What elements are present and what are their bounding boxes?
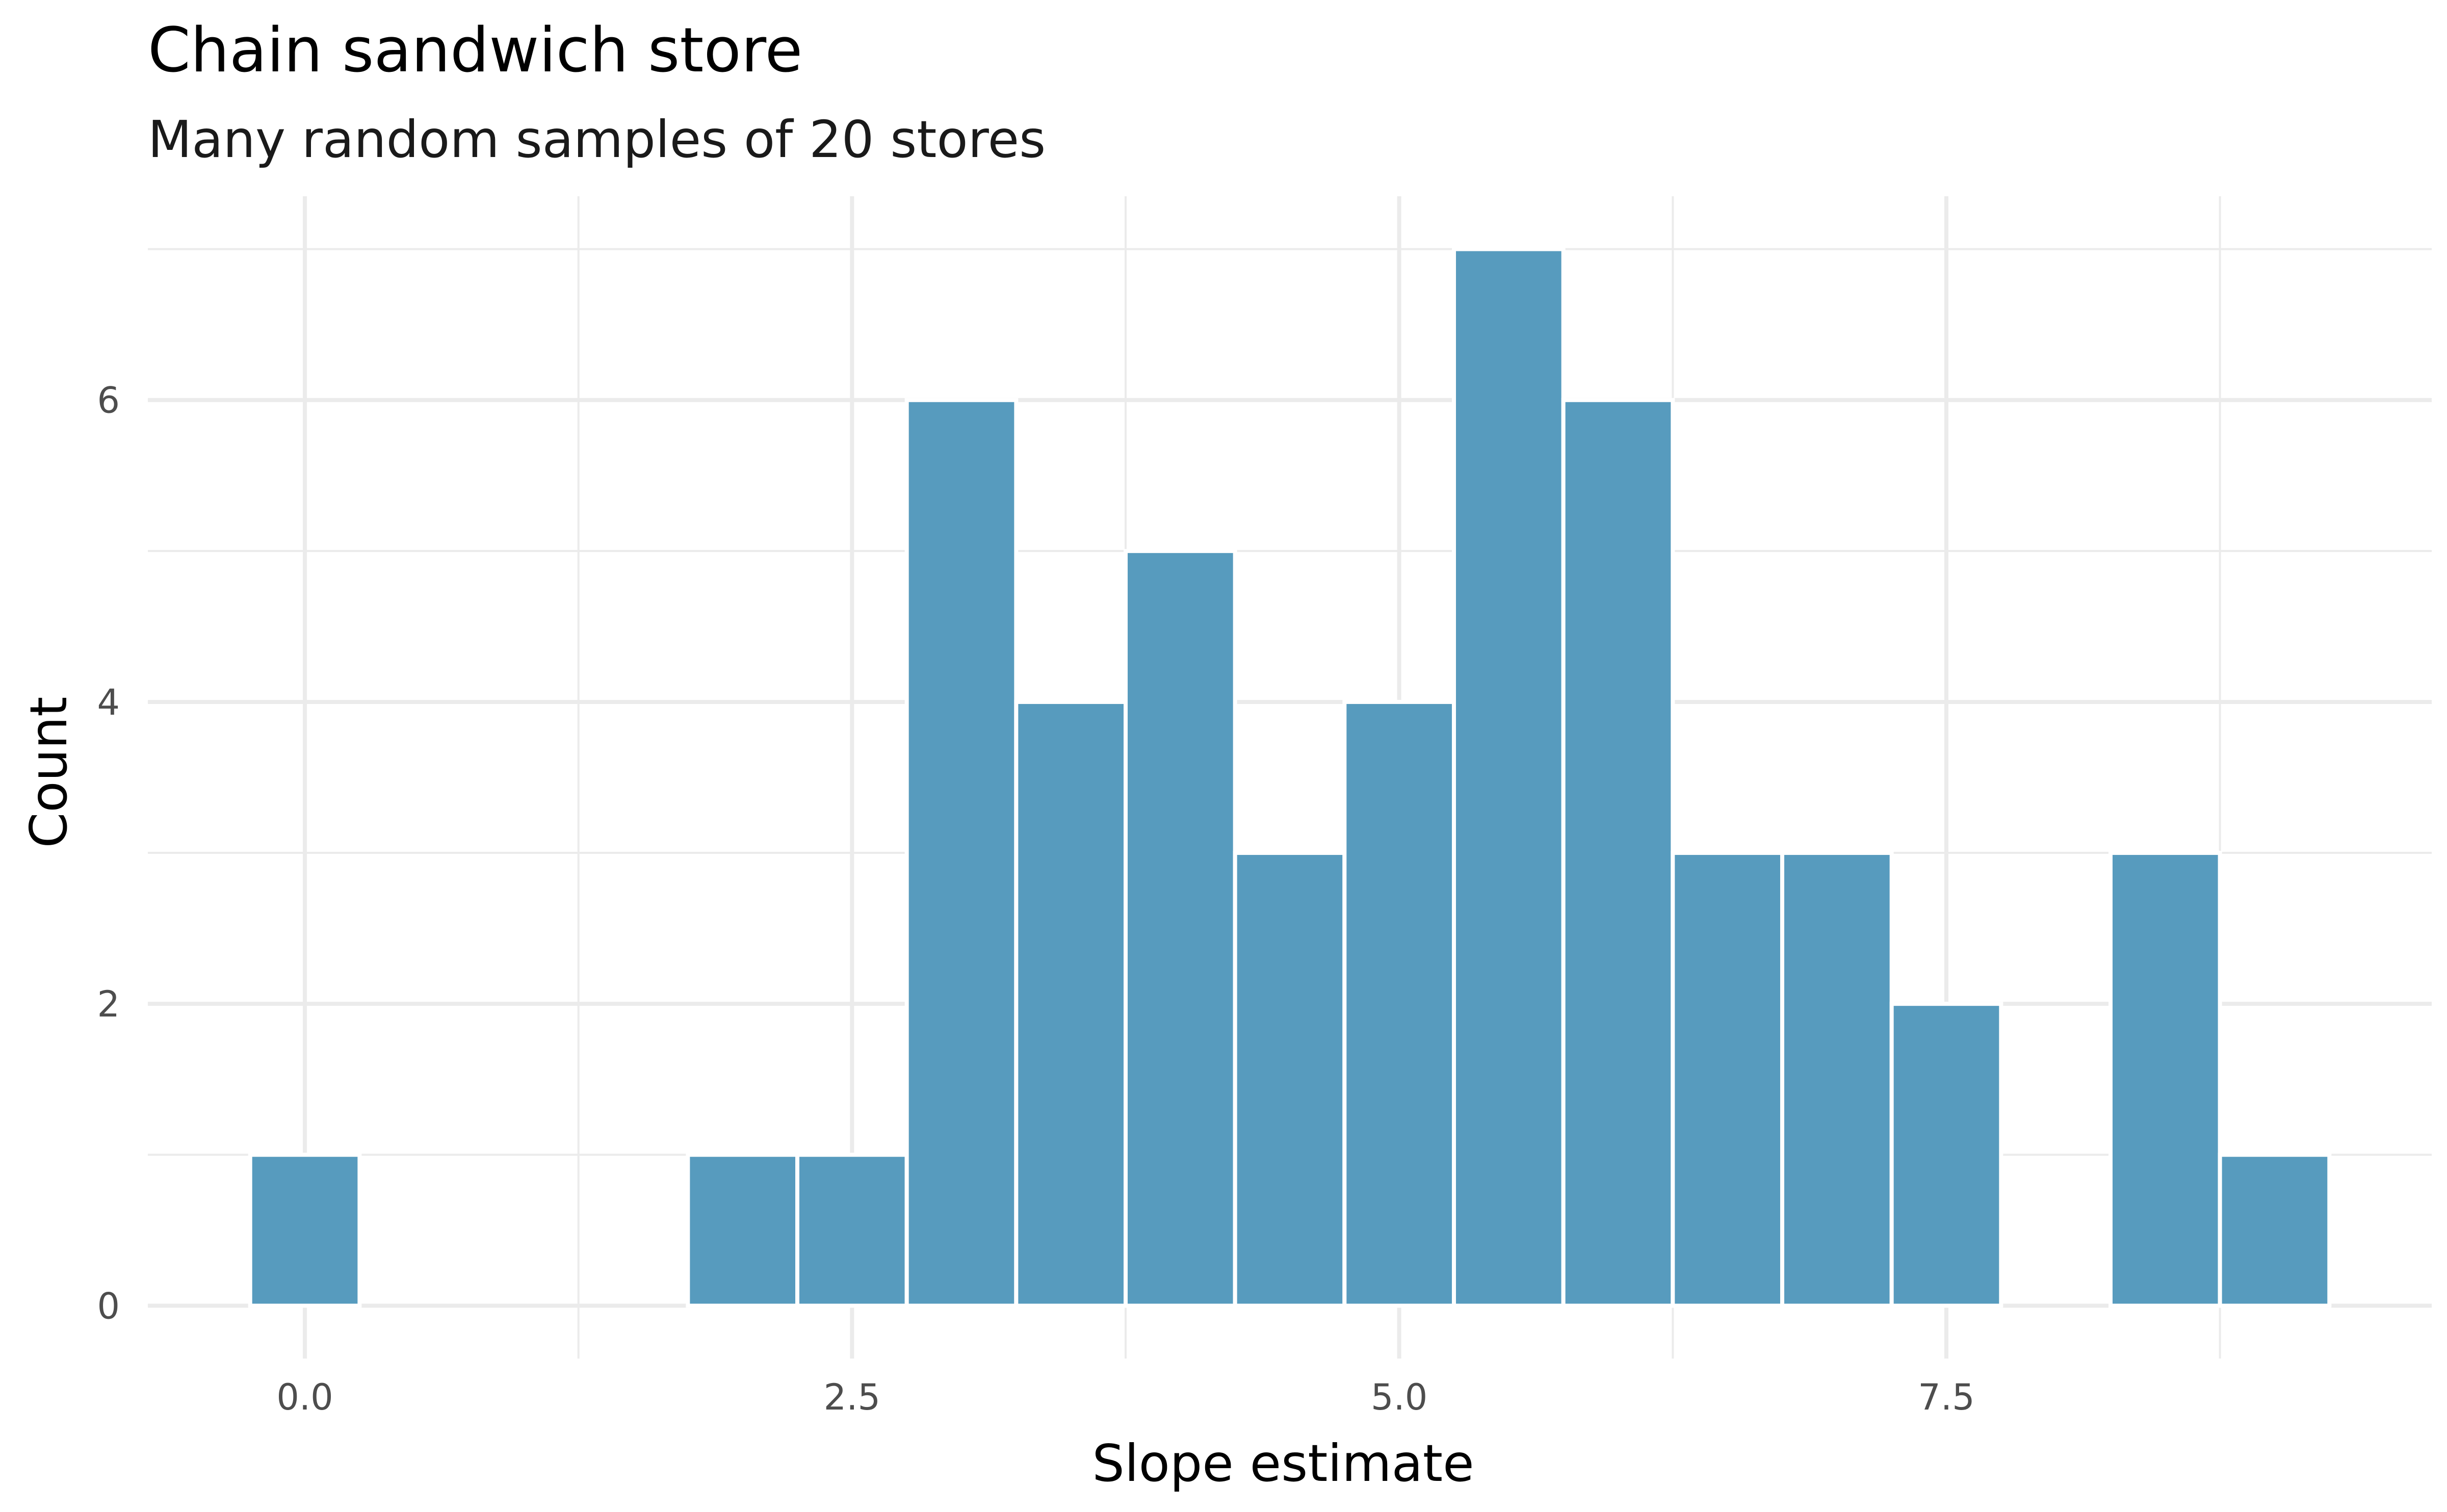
y-tick-label: 4 [97,682,120,723]
histogram-bar [904,398,1019,1308]
y-tick-label: 0 [97,1285,120,1327]
chart-subtitle: Many random samples of 20 stores [148,110,1046,169]
histogram-bar [2218,1153,2332,1308]
x-tick-label: 2.5 [824,1376,880,1418]
histogram-bar [2108,851,2222,1308]
x-axis-ticks: 0.0 2.5 5.0 7.5 [276,1376,1974,1418]
histogram-bar [1889,1002,2003,1308]
bars [248,247,2332,1308]
histogram-bar [248,1153,362,1308]
histogram-bar [1342,699,1456,1308]
histogram-bar [686,1153,800,1308]
histogram-bar [1671,851,1784,1308]
y-axis-ticks: 0 2 4 6 [97,380,120,1327]
histogram-bar [1561,398,1675,1308]
histogram-bar [795,1153,909,1308]
x-axis-title: Slope estimate [1092,1433,1474,1493]
x-tick-label: 5.0 [1371,1376,1427,1418]
y-axis-title: Count [19,697,79,848]
histogram-bar [1233,851,1347,1308]
histogram-bar [1451,247,1566,1308]
histogram-bar [1780,851,1894,1308]
x-tick-label: 0.0 [276,1376,333,1418]
histogram-bar [1124,549,1237,1308]
x-tick-label: 7.5 [1918,1376,1974,1418]
chart-title: Chain sandwich store [148,15,802,86]
y-tick-label: 2 [97,983,120,1025]
y-tick-label: 6 [97,380,120,422]
histogram-bar [1014,699,1128,1308]
